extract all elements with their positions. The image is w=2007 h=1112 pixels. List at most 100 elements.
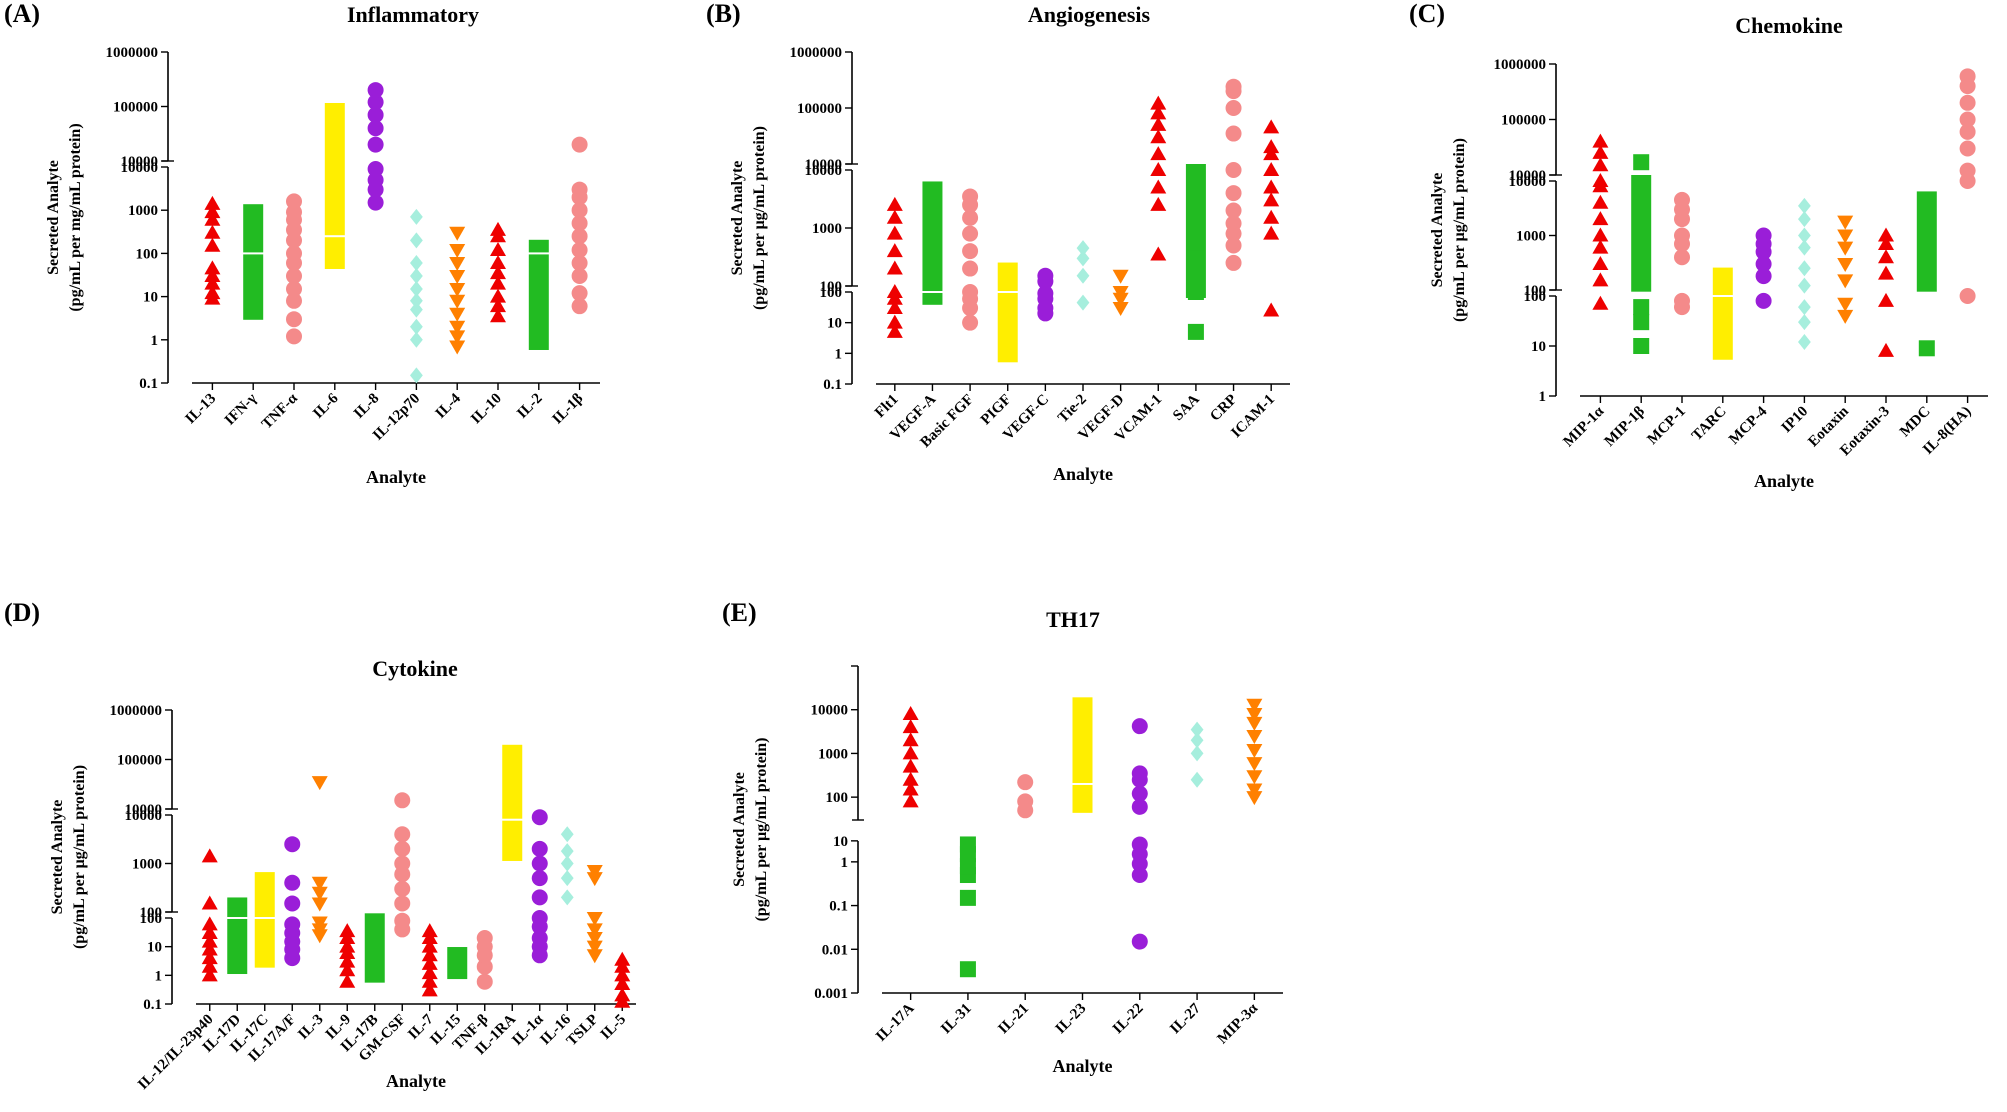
band-gap — [1711, 295, 1734, 297]
data-point-il-12-il-23p40 — [201, 950, 218, 965]
series-il-7: IL-7 — [405, 923, 438, 1043]
data-point-il-16 — [560, 870, 574, 887]
data-point-ip10 — [1798, 314, 1811, 331]
y-axis-label-line1: Secreted Analyte — [729, 161, 746, 276]
data-point-icam-1 — [1263, 119, 1280, 134]
data-point-saa — [1187, 250, 1204, 267]
data-band-il-1ra — [502, 744, 523, 861]
x-axis-label: Analyte — [1754, 471, 1814, 491]
data-point-mip-1 — [1592, 194, 1609, 209]
data-point-mcp-4 — [1755, 292, 1772, 309]
data-point-il-1 — [571, 202, 588, 219]
data-point-il-22 — [1131, 933, 1148, 950]
x-tick-label: MCP-4 — [1726, 403, 1771, 448]
data-point-il-1 — [531, 855, 548, 872]
panel-label: (E) — [722, 598, 757, 627]
data-point-il-8-ha — [1959, 288, 1976, 304]
data-point-mcp-4 — [1755, 255, 1772, 272]
y-tick-label: 100 — [140, 905, 163, 921]
data-point-gm-csf — [394, 826, 411, 843]
data-point-flt1 — [886, 196, 903, 211]
y-tick-label: 1 — [155, 968, 163, 984]
data-point-il-12p70 — [410, 292, 423, 309]
data-point-mip-1 — [1592, 144, 1609, 159]
data-point-il-17a-f — [284, 874, 301, 891]
data-point-il-16 — [560, 826, 574, 843]
data-point-mip-1 — [1592, 173, 1609, 187]
y-tick-label: 10000 — [1509, 174, 1547, 190]
data-point-tnf — [286, 280, 302, 297]
data-point-eotaxin-3 — [1878, 265, 1894, 280]
x-tick-label: IL-12/IL-23p40 — [135, 1012, 216, 1093]
data-point-tnf — [476, 973, 493, 990]
data-point-il-7 — [421, 982, 438, 997]
x-tick-label: MDC — [1897, 404, 1934, 441]
data-point-gm-csf — [394, 792, 411, 809]
series-il-23: IL-23 — [1053, 697, 1094, 1037]
data-point-ip10 — [1798, 239, 1811, 256]
series-tie-2: Tie-2 — [1055, 240, 1090, 426]
data-point-icam-1 — [1263, 225, 1280, 240]
data-point-ip10 — [1798, 299, 1811, 316]
data-point-il-8-ha — [1959, 123, 1976, 140]
data-point-il-12-il-23p40 — [201, 967, 218, 982]
data-point-icam-1 — [1263, 192, 1280, 207]
y-tick-label: 100000 — [117, 753, 162, 769]
data-point-tie-2 — [1076, 267, 1090, 284]
y-tick-label: 0.1 — [139, 376, 158, 392]
data-point-tslp — [586, 912, 603, 926]
data-point-il-17a — [902, 781, 919, 796]
data-point-mcp-1 — [1674, 292, 1690, 309]
data-point-il-1 — [571, 136, 588, 153]
data-point-crp — [1225, 100, 1242, 116]
series-saa: SAA — [1170, 164, 1206, 424]
series-il-4: IL-4 — [433, 226, 466, 422]
x-tick-label: IL-23 — [1053, 1001, 1090, 1038]
series-il-9: IL-9 — [323, 923, 356, 1043]
series-il-13: IL-13 — [183, 195, 221, 427]
x-axis-label: Analyte — [1053, 464, 1113, 484]
data-point-tie-2 — [1076, 294, 1090, 311]
y-tick-label: 10 — [143, 290, 158, 306]
y-tick-label: 100 — [820, 285, 843, 301]
data-point-il-9 — [339, 938, 356, 953]
y-tick-label: 100000 — [113, 100, 158, 116]
data-point-mip-3 — [1246, 743, 1263, 758]
panel-label: (A) — [4, 0, 40, 28]
data-point-icam-1 — [1263, 209, 1280, 224]
data-point-il-16 — [560, 855, 574, 872]
data-point-il-8 — [367, 172, 384, 189]
y-tick-label: 10000 — [125, 808, 163, 824]
data-point-gm-csf — [394, 912, 411, 929]
series-il-27: IL-27 — [1167, 721, 1204, 1037]
data-point-il-8 — [367, 106, 384, 123]
data-point-il-4 — [449, 269, 466, 284]
data-point-flt1 — [886, 225, 903, 240]
data-point-crp — [1225, 162, 1242, 178]
data-band-il-17c — [254, 872, 275, 968]
data-point-flt1 — [886, 260, 903, 275]
data-point-il-9 — [339, 962, 356, 977]
data-point-il-3 — [311, 886, 328, 901]
data-point-vegf-c — [1037, 285, 1054, 302]
y-tick-label: 10000 — [121, 154, 159, 170]
data-point-eotaxin — [1837, 215, 1854, 230]
data-band-il-2 — [528, 239, 549, 350]
data-point-mcp-4 — [1755, 268, 1772, 285]
data-point-tnf — [286, 267, 302, 284]
data-point-icam-1 — [1263, 139, 1280, 154]
data-band-ifn — [243, 204, 264, 320]
data-point-il-17a — [902, 793, 919, 808]
data-point-vcam-1 — [1150, 179, 1167, 194]
data-point-il-4 — [449, 282, 466, 297]
data-point-eotaxin-3 — [1878, 342, 1894, 357]
data-point-crp — [1225, 202, 1242, 219]
data-point-il-12p70 — [410, 280, 423, 297]
data-point-il-13 — [204, 237, 221, 252]
series-eotaxin: Eotaxin — [1805, 215, 1854, 450]
data-point-vcam-1 — [1150, 162, 1167, 176]
series-il-2: IL-2 — [514, 239, 550, 422]
band-gap — [996, 291, 1019, 293]
data-point-ip10 — [1798, 227, 1811, 244]
